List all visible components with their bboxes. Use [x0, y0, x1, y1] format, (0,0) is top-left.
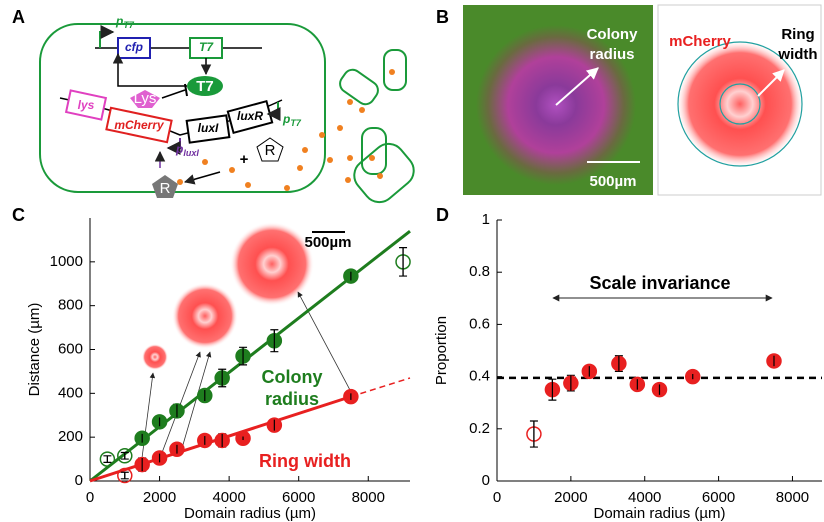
promoter-p: p — [115, 14, 123, 28]
gene-label: lys — [78, 98, 95, 112]
label: Ring — [781, 26, 814, 43]
promoter-p: p — [282, 112, 290, 126]
x-tick-label: 8000 — [352, 489, 385, 506]
gene-label: luxI — [198, 121, 219, 135]
y-tick-label: 0 — [75, 472, 83, 489]
gene-label: cfp — [125, 40, 143, 54]
arrow — [185, 172, 220, 182]
colony-image — [142, 344, 168, 370]
x-tick-label: 6000 — [282, 489, 315, 506]
y-axis-label: Proportion — [433, 316, 450, 385]
panel-letter: D — [436, 205, 449, 225]
y-tick-label: 800 — [58, 297, 83, 314]
panel-letter: C — [12, 205, 25, 225]
panel-letter: A — [12, 7, 25, 27]
x-tick-label: 8000 — [776, 489, 809, 506]
y-tick-label: 0.4 — [469, 368, 490, 385]
colony-image — [230, 222, 314, 306]
x-tick-label: 2000 — [554, 489, 587, 506]
y-tick-label: 400 — [58, 384, 83, 401]
label: width — [777, 46, 817, 63]
cell — [348, 137, 420, 208]
promoter — [100, 32, 113, 48]
y-tick-label: 0.6 — [469, 315, 490, 332]
promoter-p: p — [175, 142, 183, 156]
scale-label: 500µm — [589, 173, 636, 190]
promoter-label: pluxI — [175, 142, 199, 158]
promoter-sub: T7 — [290, 118, 301, 128]
y-tick-label: 1000 — [50, 253, 83, 270]
x-axis-label: Domain radius (µm) — [184, 505, 316, 522]
panel-b: B Colony radius 500µm mCherry Ring width — [436, 5, 821, 195]
y-tick-label: 0 — [482, 472, 490, 489]
label: radius — [589, 46, 634, 63]
y-tick-label: 200 — [58, 428, 83, 445]
colony-image — [172, 283, 238, 349]
panel-a: A pT7 cfp T7 T7 Lys lys mCherry luxI lux… — [12, 7, 420, 209]
figure: A pT7 cfp T7 T7 Lys lys mCherry luxI lux… — [0, 0, 824, 522]
protein-label: Lys — [134, 90, 157, 107]
y-tick-label: 600 — [58, 340, 83, 357]
label: mCherry — [669, 33, 731, 50]
y-tick-label: 0.2 — [469, 420, 490, 437]
y-tick-label: 1 — [482, 211, 490, 228]
inhibit — [162, 90, 185, 98]
annotation: Colony — [262, 367, 323, 387]
annotation: radius — [265, 389, 319, 409]
gene-label: mCherry — [114, 118, 165, 132]
cell — [384, 50, 406, 90]
x-tick-label: 4000 — [212, 489, 245, 506]
x-tick-label: 0 — [86, 489, 94, 506]
panel-letter: B — [436, 7, 449, 27]
promoter-sub: luxI — [183, 148, 199, 158]
annotation: Ring width — [259, 451, 351, 471]
promoter-label: pT7 — [282, 112, 302, 128]
x-axis-label: Domain radius (µm) — [593, 505, 725, 522]
cell — [337, 66, 382, 107]
protein-label: R — [265, 142, 276, 159]
gene-label: T7 — [199, 40, 214, 54]
protein-label: R — [160, 180, 171, 197]
x-tick-label: 2000 — [143, 489, 176, 506]
plus: + — [240, 151, 249, 168]
x-tick-label: 6000 — [702, 489, 735, 506]
y-tick-label: 0.8 — [469, 263, 490, 280]
annotation: Scale invariance — [589, 273, 730, 293]
y-axis-label: Distance (µm) — [26, 303, 43, 397]
x-tick-label: 4000 — [628, 489, 661, 506]
fit-line — [351, 378, 410, 397]
promoter-label: pT7 — [115, 14, 135, 30]
protein-label: T7 — [196, 78, 214, 95]
gene-label: luxR — [237, 109, 263, 123]
promoter-sub: T7 — [123, 20, 134, 30]
x-tick-label: 0 — [493, 489, 501, 506]
label: Colony — [587, 26, 638, 43]
scale-label: 500µm — [304, 234, 351, 251]
